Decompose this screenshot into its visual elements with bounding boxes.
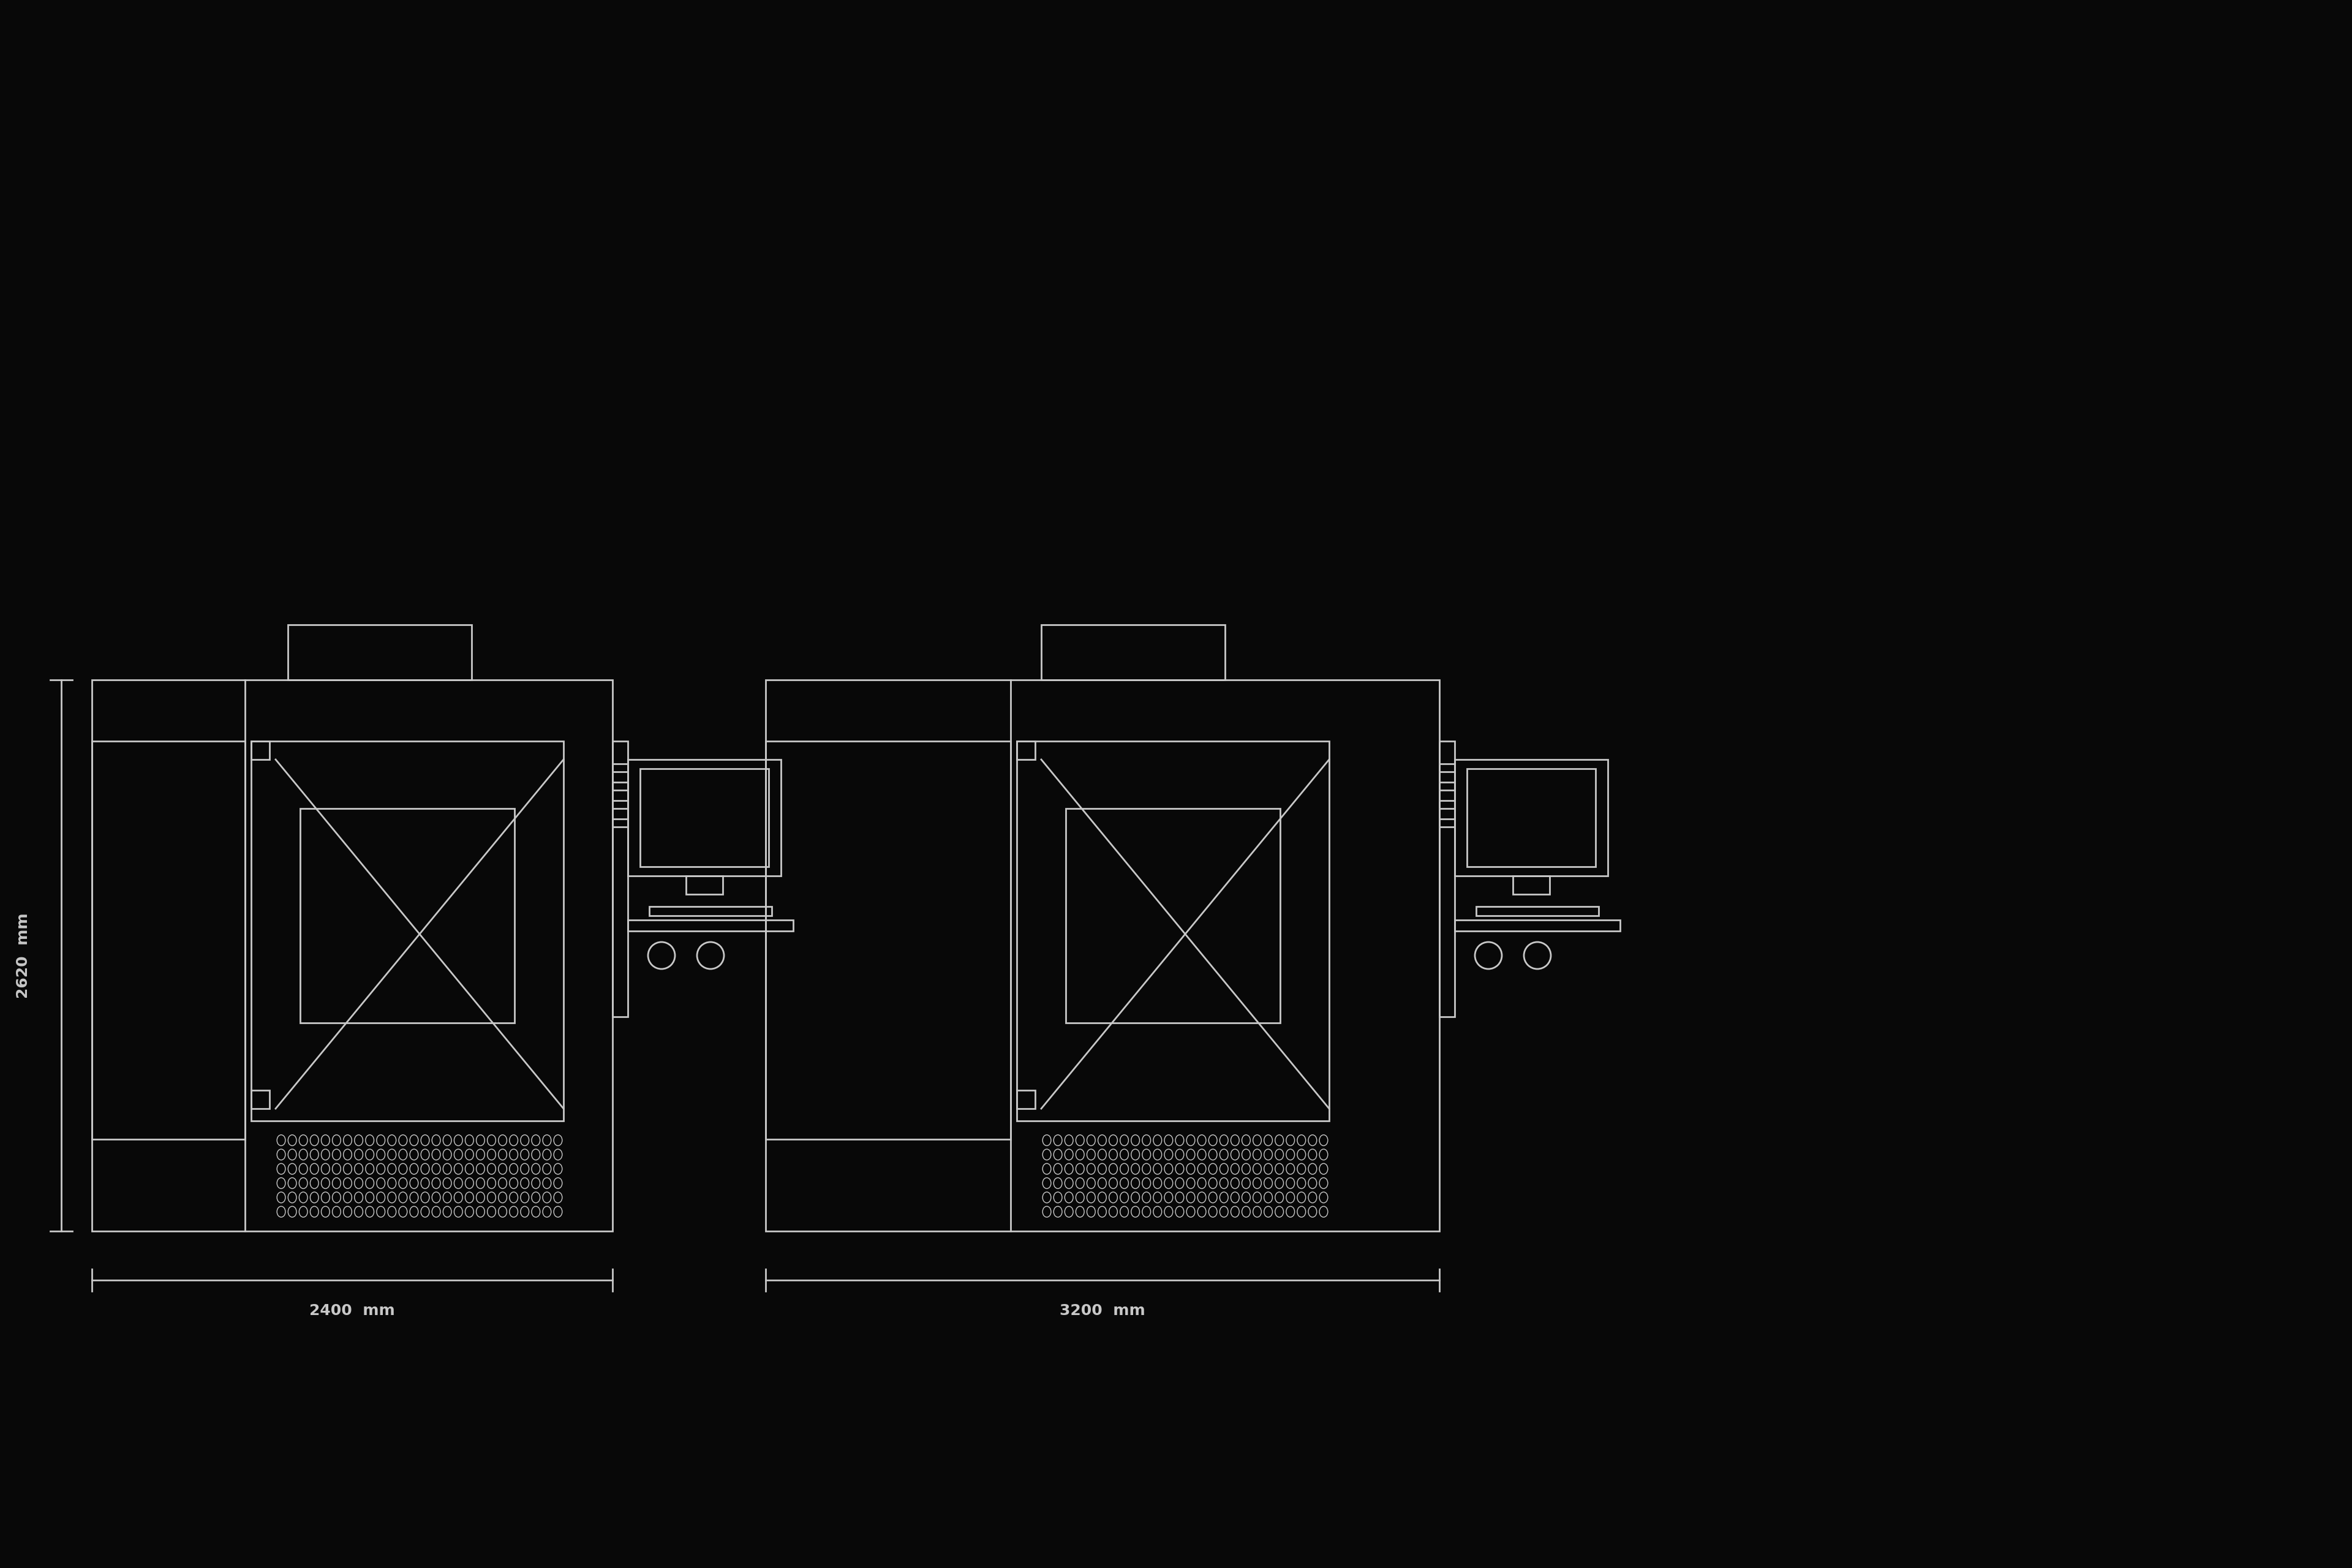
Bar [612,818,628,826]
Bar [612,801,628,809]
Bar [767,681,1439,1231]
Bar [628,759,781,877]
Bar [92,681,612,1231]
Bar [1439,801,1454,809]
Bar [1042,624,1225,681]
Bar [628,920,793,931]
Bar [92,742,245,1140]
Bar [649,906,771,916]
Bar [1454,759,1609,877]
Bar [640,768,769,867]
Bar [1512,877,1550,894]
Bar [252,742,564,1121]
Bar [1439,782,1454,790]
Bar [1016,1090,1035,1109]
Bar [1477,906,1599,916]
Bar [612,742,628,1016]
Bar [767,742,1011,1140]
Bar [252,1090,270,1109]
Bar [1439,764,1454,771]
Bar [687,877,722,894]
Text: 2620  mm: 2620 mm [16,913,31,999]
Bar [287,624,473,681]
Bar [252,742,270,759]
Bar [612,764,628,771]
Bar [1439,818,1454,826]
Text: 2400  mm: 2400 mm [310,1303,395,1319]
Text: 3200  mm: 3200 mm [1061,1303,1145,1319]
Bar [1016,742,1035,759]
Bar [1454,920,1621,931]
Bar [1439,742,1454,1016]
Bar [1468,768,1595,867]
Bar [1016,742,1329,1121]
Bar [1065,809,1279,1022]
Bar [301,809,515,1022]
Bar [612,782,628,790]
